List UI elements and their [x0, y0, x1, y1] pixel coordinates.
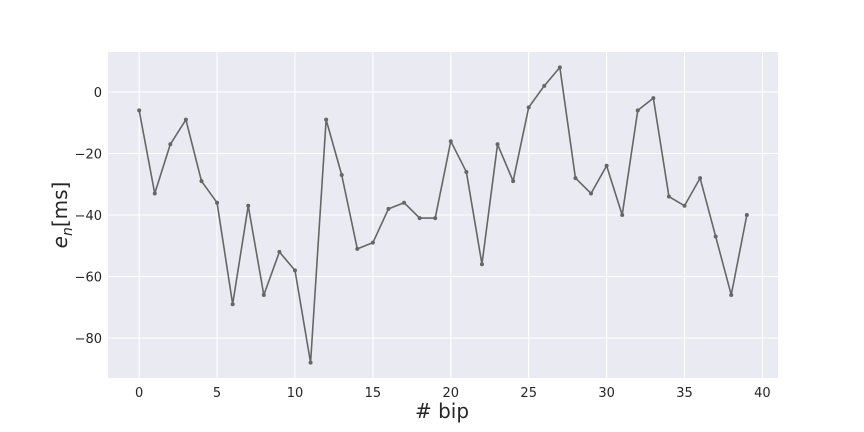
data-point — [448, 139, 453, 144]
series-layer — [137, 65, 749, 365]
data-point — [417, 216, 422, 221]
y-axis-label: en[ms] — [48, 182, 76, 249]
data-point — [215, 200, 220, 205]
data-point — [433, 216, 438, 221]
data-point — [370, 240, 375, 245]
data-point — [682, 203, 687, 208]
x-tick-label: 35 — [676, 386, 693, 401]
data-point — [666, 194, 671, 199]
data-point — [386, 206, 391, 211]
data-point — [277, 249, 282, 254]
x-tick-label: 15 — [365, 386, 382, 401]
data-point — [604, 163, 609, 168]
data-point — [511, 179, 516, 184]
x-tick-label: 25 — [520, 386, 537, 401]
series-line — [138, 66, 748, 364]
data-point — [230, 302, 235, 307]
x-axis-label: # bip — [415, 399, 469, 423]
tick-labels: 0 5 10 15 20 25 30 35 40 0 −20 −40 −60 −80 — [75, 86, 771, 401]
x-tick-label: 30 — [598, 386, 615, 401]
x-tick-label: 5 — [213, 386, 221, 401]
data-point — [698, 176, 703, 181]
x-tick-label: 40 — [754, 386, 771, 401]
data-point — [542, 83, 547, 88]
data-point — [651, 96, 656, 101]
y-tick-label: −80 — [75, 332, 102, 347]
data-point — [402, 200, 407, 205]
data-point — [589, 191, 594, 196]
data-point — [246, 203, 251, 208]
y-tick-label: 0 — [94, 86, 102, 101]
data-point — [495, 142, 500, 147]
data-point — [355, 246, 360, 251]
data-point — [308, 360, 313, 365]
grid-lines — [108, 52, 778, 378]
x-tick-label: 0 — [135, 386, 143, 401]
data-point — [152, 191, 157, 196]
data-point — [464, 169, 469, 174]
data-point — [526, 105, 531, 110]
data-point — [199, 179, 204, 184]
data-point — [324, 117, 329, 122]
data-point — [261, 292, 266, 297]
y-axis-label-subscript: n — [60, 227, 76, 236]
data-point — [479, 262, 484, 267]
data-point — [168, 142, 173, 147]
data-point — [729, 292, 734, 297]
data-point — [137, 108, 142, 113]
data-point — [339, 173, 344, 178]
y-tick-label: −60 — [75, 271, 102, 286]
y-tick-label: −20 — [75, 147, 102, 162]
data-point — [557, 65, 562, 70]
x-tick-label: 10 — [287, 386, 304, 401]
data-point — [573, 176, 578, 181]
data-point — [292, 268, 297, 273]
x-tick-label: 20 — [443, 386, 460, 401]
data-point — [183, 117, 188, 122]
data-point — [744, 213, 749, 217]
data-point — [620, 213, 625, 217]
data-point — [713, 234, 718, 239]
y-axis-label-unit: [ms] — [48, 182, 72, 228]
data-point — [635, 108, 640, 113]
y-axis-label-main: e — [48, 236, 72, 248]
y-tick-label: −40 — [75, 209, 102, 224]
